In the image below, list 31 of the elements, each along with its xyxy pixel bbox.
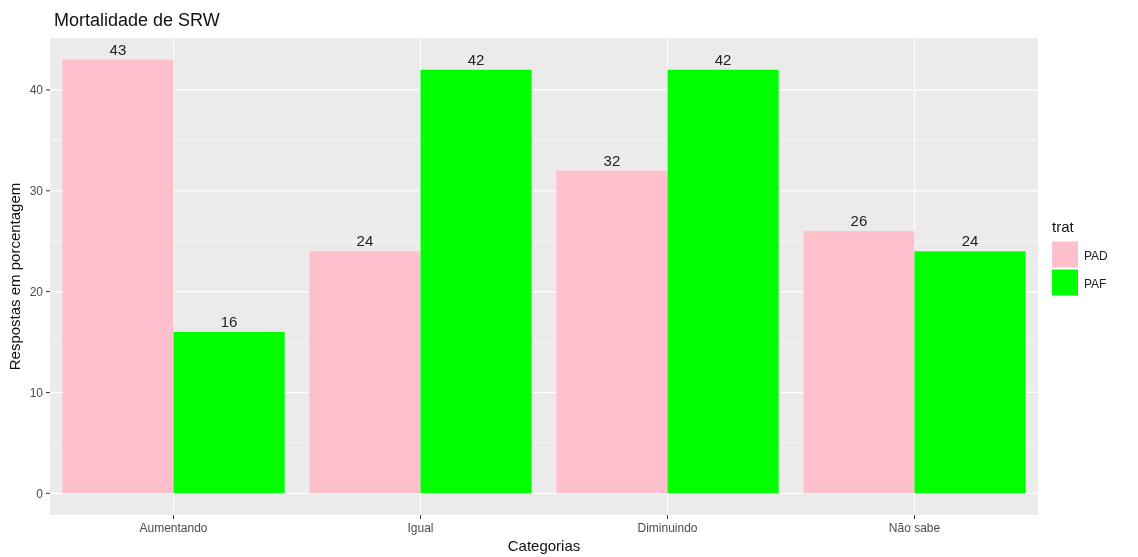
bar <box>62 59 174 494</box>
x-tick-label: Diminuindo <box>637 521 698 535</box>
x-axis-title: Categorias <box>507 537 581 554</box>
data-label: 42 <box>467 50 485 68</box>
y-tick-label: 40 <box>29 83 44 98</box>
legend-label: PAD <box>1084 248 1109 263</box>
x-tick-label: Não sabe <box>888 521 941 535</box>
bar <box>556 170 668 494</box>
data-label: 24 <box>356 232 374 250</box>
data-label: 43 <box>109 40 127 58</box>
y-tick-label: 0 <box>36 486 44 501</box>
data-label: 24 <box>961 232 979 250</box>
data-label: 32 <box>603 151 621 169</box>
bar <box>420 69 532 494</box>
bar <box>173 331 285 494</box>
y-tick-label: 30 <box>29 183 44 198</box>
x-tick-label: Igual <box>407 521 434 535</box>
bar <box>914 251 1026 494</box>
x-tick-label: Aumentando <box>139 521 208 535</box>
data-label: 42 <box>714 50 732 68</box>
data-label: 16 <box>220 312 238 330</box>
chart-title: Mortalidade de SRW <box>54 10 220 30</box>
y-tick-label: 10 <box>29 385 44 400</box>
legend-title: trat <box>1052 217 1075 235</box>
bar <box>803 231 915 494</box>
data-label: 26 <box>850 212 868 230</box>
y-axis-title: Respostas em porcentagem <box>6 182 23 371</box>
bar <box>667 69 779 494</box>
y-tick-label: 20 <box>29 284 44 299</box>
bar <box>309 251 421 494</box>
legend-label: PAF <box>1084 276 1107 291</box>
